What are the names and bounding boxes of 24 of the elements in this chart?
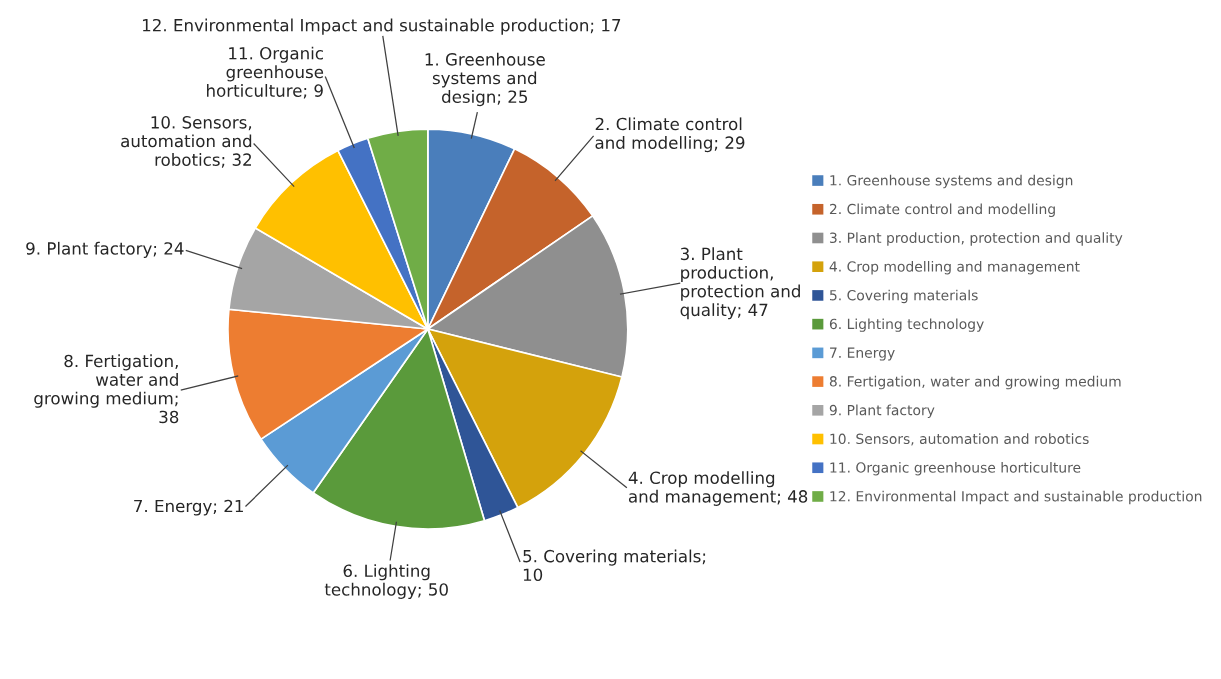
legend-label: 3. Plant production, protection and quality [829,232,1123,246]
data-label: 8. Fertigation, water and growing medium; 38 [34,354,179,424]
legend-label: 12. Environmental Impact and sustainable production [830,490,1202,505]
legend-label: 10. Sensors, automation and robotics [830,433,1089,446]
data-label: 2. Climate control and modelling; 29 [595,117,745,153]
legend-label: 4. Crop modelling and management [829,260,1080,275]
legend-label: 9. Plant factory [829,404,935,419]
data-label: 6. Lighting technology; 50 [324,564,448,599]
legend-label: 5. Covering materials [829,289,978,304]
data-label: 7. Energy; 21 [134,499,243,516]
data-label: 12. Environmental Impact and sustainable production; 17 [142,18,621,35]
legend-label: 8. Fertigation, water and growing medium [829,375,1121,390]
data-label: 3. Plant production, protection and quality; 47 [680,247,800,320]
legend-label: 2. Climate control and modelling [829,203,1055,217]
data-label: 9. Plant factory; 24 [26,241,184,258]
data-label: 1. Greenhouse systems and design; 25 [425,52,545,107]
legend-label: 11. Organic greenhouse horticulture [830,462,1081,476]
data-label: 5. Covering materials; 10 [523,549,706,582]
legend-label: 1. Greenhouse systems and design [830,174,1073,189]
data-label: 10. Sensors, automation and robotics; 32 [121,116,252,168]
data-label: 4. Crop modelling and management; 48 [628,471,808,506]
legend-label: 7. Energy [830,347,895,361]
data-label: 11. Organic greenhouse horticulture; 9 [207,46,324,99]
legend-label: 6. Lighting technology [829,318,984,332]
